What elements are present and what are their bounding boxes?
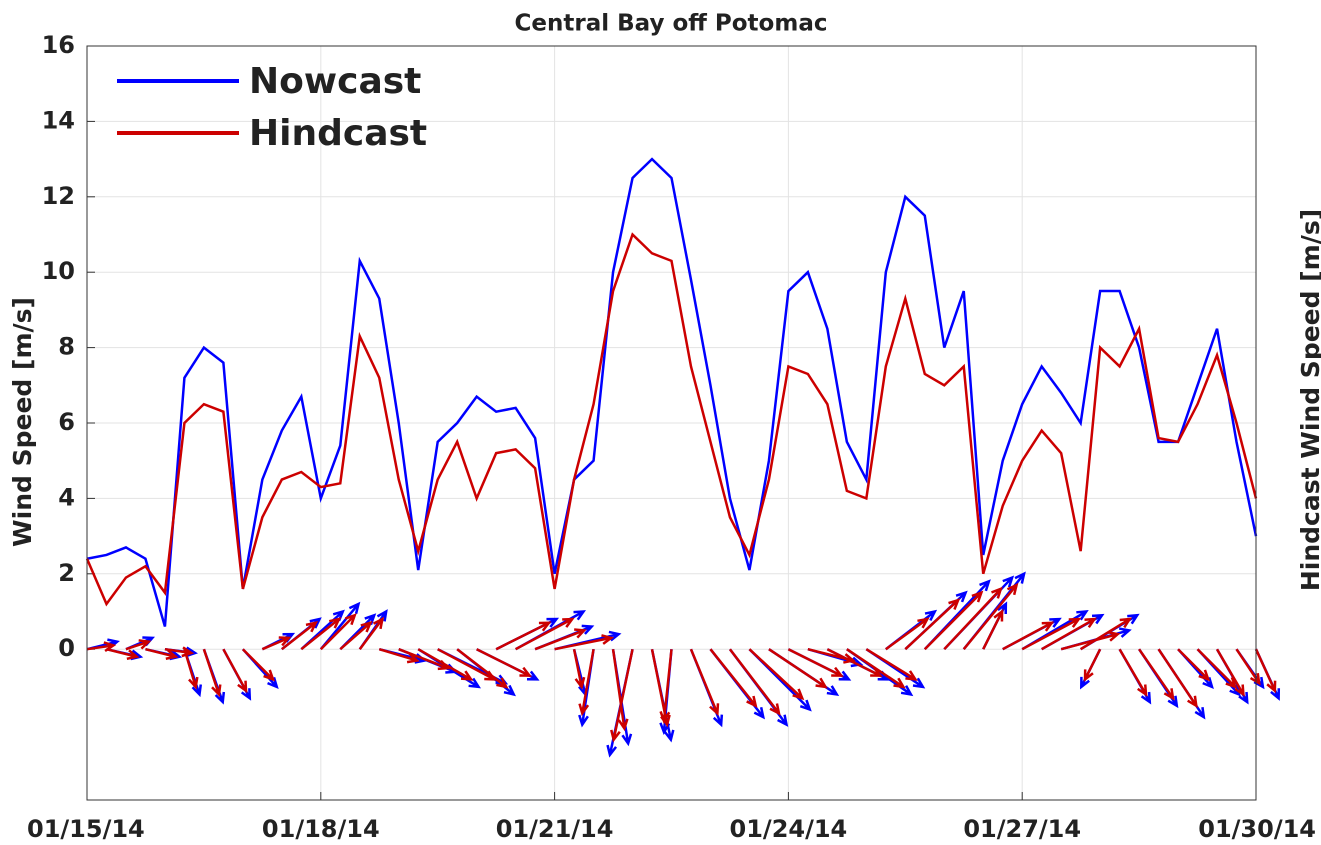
y-tick-label: 12 xyxy=(42,182,75,210)
wind-arrow xyxy=(572,648,586,690)
wind-arrow xyxy=(787,648,844,677)
y-tick-label: 2 xyxy=(58,559,75,587)
wind-arrow xyxy=(358,616,385,650)
wind-arrow xyxy=(202,648,222,698)
wind-arrow xyxy=(1041,617,1097,651)
x-tick-label: 01/30/14 xyxy=(1198,815,1316,843)
wind-arrow xyxy=(300,617,342,651)
y-tick-label: 6 xyxy=(58,408,75,436)
wind-arrow xyxy=(1079,617,1133,651)
y-tick-label: 16 xyxy=(42,31,75,59)
wind-arrow xyxy=(748,648,805,701)
wind-arrow xyxy=(768,648,828,689)
y-tick-label: 4 xyxy=(58,483,75,511)
y-tick-label: 10 xyxy=(42,257,75,285)
chart-title: Central Bay off Potomac xyxy=(515,11,828,37)
grid xyxy=(86,45,1257,800)
wind-arrow xyxy=(1157,648,1198,709)
wind-arrow xyxy=(659,649,673,724)
wind-arrow xyxy=(1002,621,1055,651)
x-tick-label: 01/24/14 xyxy=(730,815,848,843)
wind-arrow xyxy=(1235,648,1261,686)
wind-arrow xyxy=(106,647,140,660)
wind-arrow xyxy=(1196,648,1238,689)
wind-arrow xyxy=(865,648,918,681)
wind-arrow xyxy=(1083,648,1102,682)
y-axis-label: Wind Speed [m/s] xyxy=(8,297,37,547)
wind-arrow xyxy=(378,648,420,664)
wind-arrow xyxy=(319,613,357,651)
wind-arrow xyxy=(241,648,276,682)
plot-area xyxy=(85,157,1281,758)
wind-arrow xyxy=(1177,648,1211,682)
wind-arrow xyxy=(456,648,509,689)
wind-arrow xyxy=(476,648,533,677)
wind-arrow xyxy=(1254,648,1277,694)
wind-arrow xyxy=(145,647,179,660)
wind-arrow xyxy=(554,634,614,651)
series-line xyxy=(85,232,1258,607)
wind-arrow xyxy=(339,620,373,651)
wind-arrow xyxy=(962,582,1019,650)
wind-arrow xyxy=(417,648,474,681)
wind-arrow xyxy=(709,648,758,708)
wind-arrow xyxy=(222,648,248,694)
wind-arrow xyxy=(1138,648,1175,701)
series-line xyxy=(86,157,1258,627)
wind-arrow xyxy=(689,648,720,716)
x-tick-label: 01/18/14 xyxy=(262,815,380,843)
y2-axis-label: Hindcast Wind Speed [m/s] xyxy=(1296,209,1321,591)
x-tick-label: 01/21/14 xyxy=(496,815,614,843)
wind-arrow xyxy=(610,648,634,743)
wind-arrow xyxy=(826,648,883,677)
wind-arrow xyxy=(728,648,781,716)
wind-arrow xyxy=(923,590,984,651)
y-tick-label: 8 xyxy=(58,333,75,361)
wind-arrow xyxy=(982,608,1004,650)
wind-arrow xyxy=(1118,648,1148,697)
wind-arrow xyxy=(1215,648,1245,697)
wind-arrow xyxy=(515,617,575,651)
wind-arrow xyxy=(281,621,319,651)
wind-arrow xyxy=(125,639,152,651)
y-tick-label: 14 xyxy=(42,106,75,134)
x-tick-label: 01/15/14 xyxy=(27,815,145,843)
wind-arrow xyxy=(904,598,961,651)
wind-arrow xyxy=(1060,631,1121,651)
wind-arrow xyxy=(261,636,292,651)
wind-arrow xyxy=(578,648,595,717)
y-tick-label: 0 xyxy=(58,634,75,662)
wind-arrow xyxy=(534,628,587,651)
wind-arrow xyxy=(495,621,552,651)
plot-frame xyxy=(86,45,1257,801)
x-tick-label: 01/27/14 xyxy=(963,815,1081,843)
wind-arrow xyxy=(1021,617,1082,651)
wind-arrow xyxy=(846,648,906,689)
legend-label: Nowcast xyxy=(249,61,421,102)
wind-arrow xyxy=(183,648,199,690)
wind-arrow xyxy=(611,649,629,732)
wind-arrow xyxy=(943,586,1003,651)
wind-arrow xyxy=(885,617,930,651)
legend-label: Hindcast xyxy=(249,113,427,154)
